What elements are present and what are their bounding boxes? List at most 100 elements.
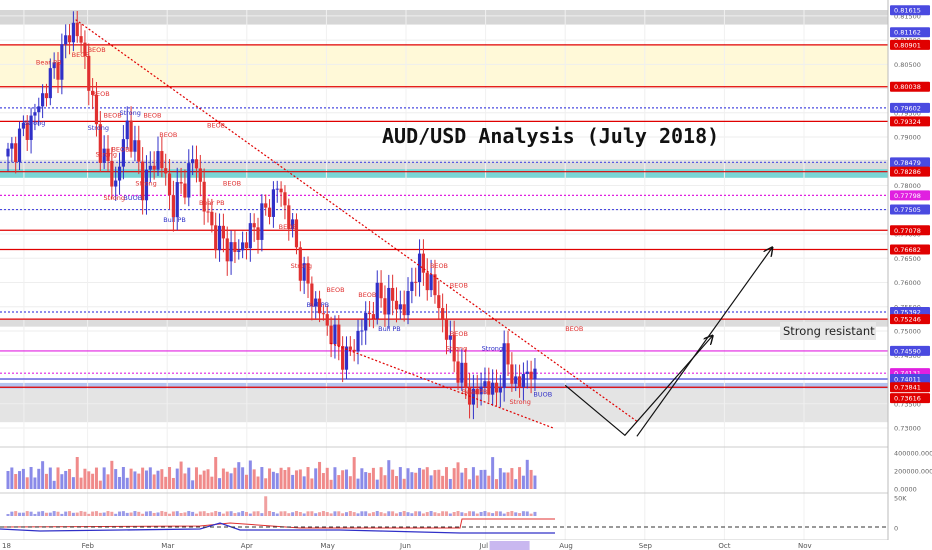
x-tick-7: Aug [559,542,573,550]
volume-bar-107 [418,467,422,489]
zone-1 [0,44,888,88]
osc-bar-27 [110,511,114,516]
price-tag-9 [890,204,930,215]
candle-body-105 [410,281,414,292]
x-tick-2: Mar [161,542,174,550]
pattern-label-7: Strong [119,109,140,117]
osc-bar-110 [429,511,433,516]
volume-bar-68 [268,468,272,489]
osc-bar-41 [164,511,168,516]
volume-bar-10 [44,473,48,489]
volume-bar-119 [464,468,468,489]
osc-bar-88 [344,512,348,516]
candle-body-18 [75,22,79,37]
volume-bar-35 [141,467,145,489]
volume-bar-14 [60,474,64,489]
candle-body-136 [529,371,533,380]
volume-bar-121 [471,467,475,489]
volume-bar-96 [375,479,379,489]
osc-bar-49 [194,513,198,516]
pattern-label-32: Strong [509,398,530,406]
osc-bar-35 [141,513,145,516]
candle-body-29 [117,166,122,181]
osc-bar-130 [506,511,510,516]
candle-body-41 [164,168,168,174]
volume-bar-135 [525,459,529,489]
osc-bar-81 [318,512,322,516]
candle-body-0 [6,148,10,157]
candle-body-110 [429,274,433,291]
volume-bar-108 [421,469,425,489]
candle-body-25 [102,148,106,163]
osc-bar-30 [121,511,125,516]
price-tag-14 [890,345,930,356]
candle-body-7 [33,112,37,116]
grid [0,10,932,541]
volume-bar-2 [14,474,18,489]
volume-bar-7 [33,477,37,489]
pattern-label-31: BUOB [533,391,552,399]
osc-bar-66 [260,513,264,516]
volume-bar-67 [264,478,268,489]
osc-bar-36 [144,511,148,516]
candle-body-115 [448,335,452,340]
volume-bar-8 [37,468,41,489]
candle-body-27 [110,160,114,187]
osc-bar-46 [183,512,187,516]
volume-bar-127 [494,479,498,489]
osc-bar-63 [248,513,252,516]
pattern-label-8: BEOB [143,112,161,120]
osc-bar-33 [133,511,137,516]
osc-bar-14 [60,513,64,516]
volume-bar-111 [433,470,437,489]
volume-bar-131 [510,468,514,489]
candle-body-5 [25,122,29,140]
volume-bar-100 [391,469,395,489]
osc-bar-135 [525,511,529,516]
volume-bar-38 [152,474,156,489]
osc-bar-50 [198,511,202,516]
volume-bar-54 [214,457,218,489]
price-tag-17 [890,382,930,393]
osc-bar-70 [275,513,279,516]
volume-tick-2: 0.0000 [894,486,917,494]
candle-body-64 [252,223,256,228]
candle-body-130 [506,343,510,365]
price-tag-4 [890,102,930,113]
pattern-label-12: Strong [96,150,117,158]
y-tick-16: 0.73500 [894,400,921,408]
osc-bar-103 [402,511,406,516]
volume-bar-124 [483,469,487,489]
osc-bar-127 [494,511,498,516]
volume-bar-106 [414,472,418,489]
candle-body-45 [179,182,183,184]
volume-bar-99 [387,460,391,489]
y-tick-17: 0.73000 [894,425,921,433]
osc-tick-0: 50K [894,495,907,503]
osc-bar-126 [491,513,495,516]
candle-body-23 [94,94,99,125]
candle-body-13 [56,62,60,80]
volume-bar-39 [156,470,160,489]
volume-bar-94 [368,472,372,489]
osc-bar-22 [91,511,95,516]
resistance-label: Strong resistant [780,322,876,340]
candle-body-12 [52,62,56,69]
volume-bar-21 [87,471,91,489]
candle-body-77 [302,263,306,281]
candle-body-51 [202,181,206,212]
osc-bar-61 [241,511,245,516]
time-axis-background [0,540,932,550]
volume-bar-69 [271,471,275,489]
candle-body-129 [502,343,506,388]
candlestick-series [6,11,537,420]
candle-body-57 [225,238,229,262]
volume-bar-1 [10,467,14,489]
osc-bar-109 [425,512,429,516]
volume-bar-24 [98,480,102,489]
candle-body-17 [71,22,75,43]
osc-bar-116 [452,512,456,516]
candle-body-100 [391,287,395,301]
pattern-label-16: Bull PB [163,216,186,224]
